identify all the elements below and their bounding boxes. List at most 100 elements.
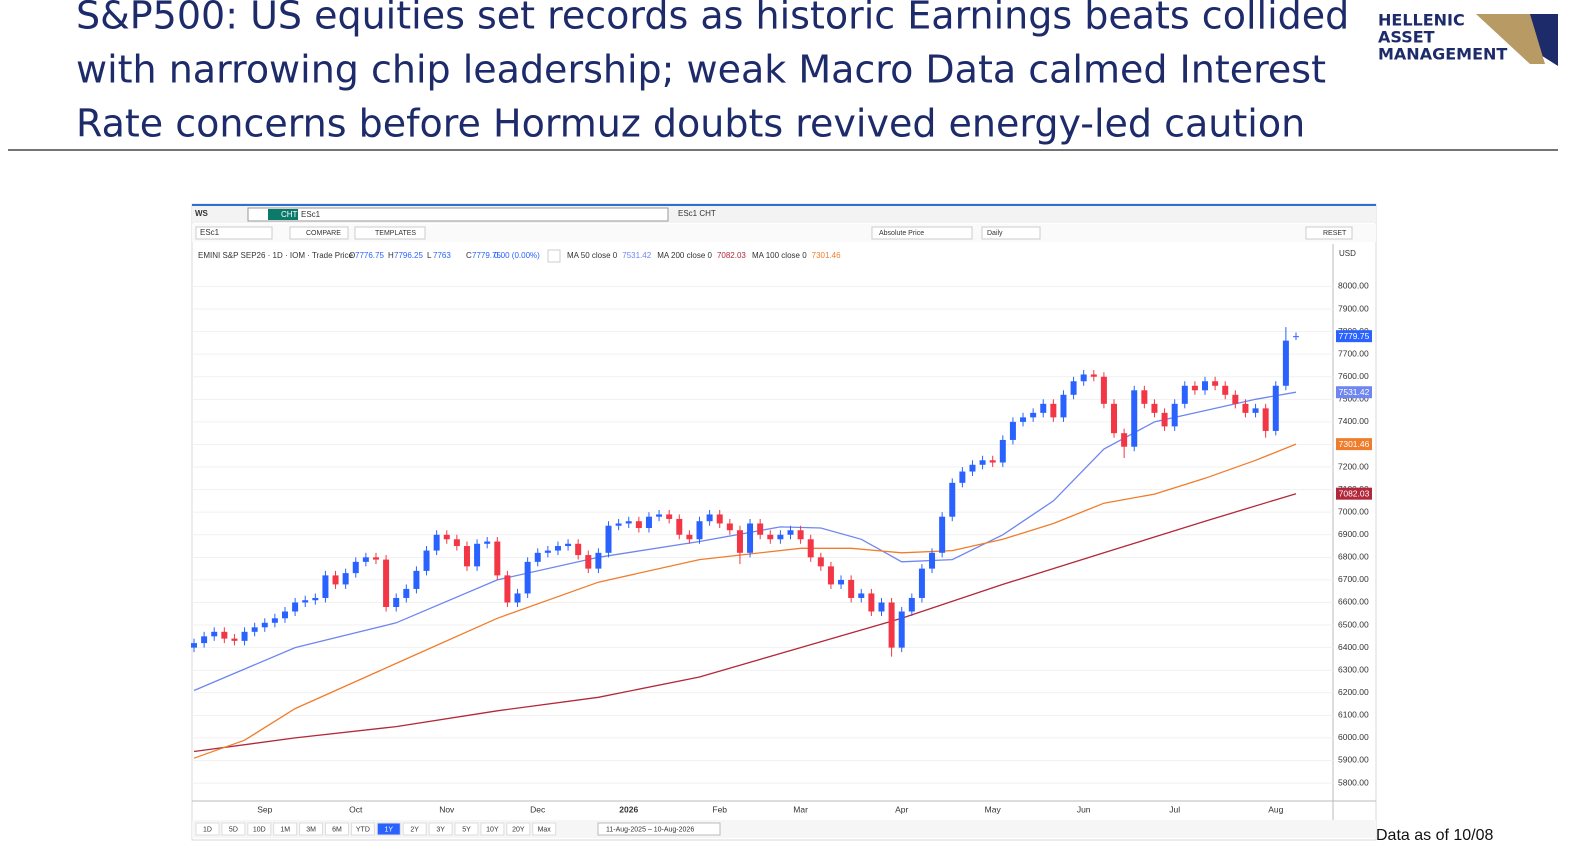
price-badge-label: 7531.42 [1339,387,1370,397]
legend-change: 0.00 (0.00%) [494,251,540,260]
range-button[interactable] [221,822,246,836]
compare-button[interactable] [289,226,349,240]
symbol-box[interactable] [195,226,273,240]
price-type: Absolute Price [879,230,924,237]
candle-body [605,525,612,553]
date-range-box[interactable] [597,822,721,836]
candle-body [656,514,663,517]
candle-body [1272,385,1279,431]
legend-toggle[interactable] [547,249,561,263]
x-tick-label: Nov [439,804,455,814]
candle-body [666,514,673,519]
candle-body [797,530,804,540]
candle-body [1050,403,1057,418]
candle-body [817,557,824,567]
range-button-label: 6M [332,826,342,833]
candle-body [423,550,430,571]
range-button[interactable] [247,822,272,836]
y-tick-label: 6500.00 [1338,619,1369,629]
candle-body [595,552,602,569]
candle-body [1282,340,1289,386]
templates-label: TEMPLATES [375,230,416,237]
candle-body [484,541,491,544]
y-tick-label: 8000.00 [1338,281,1369,291]
candle-body [1009,421,1016,440]
candle-body [878,602,885,612]
candle-body [827,566,834,585]
range-button-label: 5Y [462,826,471,833]
price-type-select[interactable] [871,226,973,240]
candle-body [403,588,410,598]
range-button[interactable] [402,822,427,836]
range-button[interactable] [195,822,220,836]
range-button[interactable] [325,822,349,836]
candle-body [554,546,561,551]
candle-body [312,597,319,601]
price-badge-label: 7082.03 [1339,488,1370,498]
range-button-label: Max [538,826,552,833]
range-button[interactable] [480,822,505,836]
ohlc-value: 7776.75 [355,251,384,260]
candle-body [1030,412,1037,418]
price-badge-label: 7779.75 [1339,331,1370,341]
title-line: Rate concerns before Hormuz doubts reviv… [76,102,1305,146]
ma-legend-value: 7082.03 [717,251,746,260]
range-button-label: 1M [280,826,290,833]
interval: Daily [987,230,1003,237]
candle-body [1141,390,1148,404]
candle-body [1222,385,1229,395]
x-tick-label: Feb [712,804,727,814]
templates-button[interactable] [354,226,426,240]
price-badge [1336,487,1372,500]
candle-body [534,552,541,562]
candle-body [908,597,915,612]
candle-body [868,593,875,612]
candle-body [959,471,966,483]
range-button[interactable] [428,822,453,836]
y-tick-label: 7500.00 [1338,394,1369,404]
x-tick-label: Mar [793,804,808,814]
logo-text: HELLENIC [1378,11,1465,30]
x-tick-label: Apr [895,804,908,814]
candle-body [686,534,693,540]
ma-line [193,443,1297,759]
range-button-label: 3M [306,826,316,833]
range-button[interactable] [376,822,401,836]
reset-label: RESET [1323,230,1347,237]
range-button[interactable] [506,822,531,836]
date-range: 11-Aug-2025 – 10-Aug-2026 [606,826,694,833]
y-tick-label: 7600.00 [1338,371,1369,381]
candle-body [211,631,218,637]
reset-button[interactable] [1305,226,1353,240]
tab[interactable]: ESc1 CHT [678,209,716,218]
ohlc-label: H [388,251,394,260]
range-button[interactable] [299,822,324,836]
candle-body [1242,403,1249,413]
interval-select[interactable] [981,226,1041,240]
y-tick-label: 7200.00 [1338,461,1369,471]
logo-shape [1476,14,1545,64]
range-button[interactable] [273,822,298,836]
ohlc-value: 7779.75 [472,251,501,260]
y-tick-label: 6300.00 [1338,664,1369,674]
candle-body [271,618,278,623]
candle-body [393,597,400,607]
candle-body [969,464,976,472]
candle-body [757,523,764,535]
candle-body [787,530,794,535]
y-tick-label: 6900.00 [1338,529,1369,539]
price-badge [1336,438,1372,451]
range-button[interactable] [454,822,479,836]
candle-body [191,643,197,648]
search-box[interactable] [247,207,669,222]
candle-body [201,636,208,644]
ohlc-value: 7763 [433,251,451,260]
currency[interactable]: USD [1339,249,1356,258]
y-tick-label: 6200.00 [1338,687,1369,697]
workspace[interactable]: WS [195,209,209,218]
x-tick-label: Jul [1169,804,1180,814]
candle-body [251,627,258,632]
range-button[interactable] [532,822,557,836]
range-button[interactable] [350,822,375,836]
candle-body [322,575,329,598]
